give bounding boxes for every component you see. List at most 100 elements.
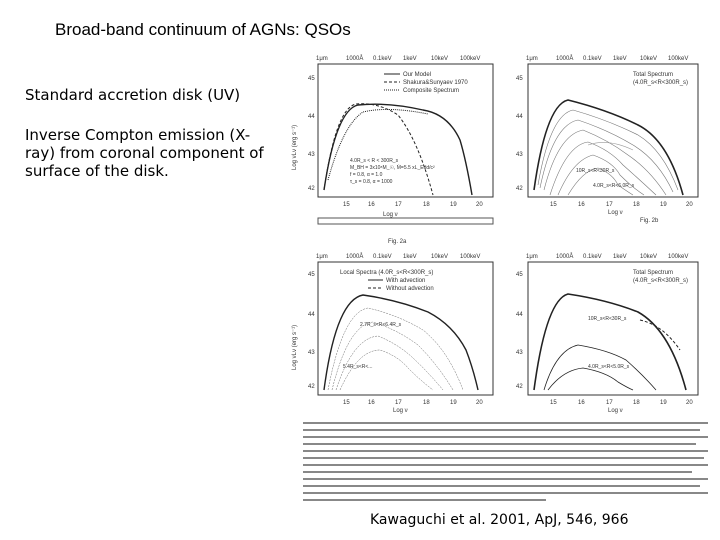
top-tick: 1μm bbox=[526, 56, 538, 62]
panel-c: 1μm 1000Å 0.1keV 1keV 10keV 100keV Log ν… bbox=[292, 253, 494, 414]
annotation: 10R_s<R<30R_s bbox=[576, 168, 615, 174]
x-tick: 16 bbox=[368, 400, 375, 406]
top-tick: 1000Å bbox=[556, 55, 573, 62]
x-label: Log ν bbox=[383, 212, 398, 218]
annotation: 10R_s<R<30R_s bbox=[588, 316, 627, 322]
top-tick: 10keV bbox=[431, 56, 448, 62]
top-tick: 1000Å bbox=[556, 253, 573, 260]
legend-item: (4.0R_s<R<300R_s) bbox=[633, 80, 688, 86]
top-tick: 1keV bbox=[403, 254, 417, 260]
x-tick: 20 bbox=[686, 202, 693, 208]
top-tick: 10keV bbox=[640, 56, 657, 62]
top-tick: 100keV bbox=[668, 56, 688, 62]
panel-d: 1μm 1000Å 0.1keV 1keV 10keV 100keV 45 44… bbox=[516, 253, 699, 414]
x-tick: 19 bbox=[660, 400, 667, 406]
x-tick: 17 bbox=[606, 202, 613, 208]
x-label: Log ν bbox=[608, 210, 623, 216]
legend-item: Total Spectrum bbox=[633, 270, 673, 276]
top-tick: 1μm bbox=[526, 254, 538, 260]
annotation: 5.4R_s<R<... bbox=[343, 364, 372, 370]
legend-item: Our Model bbox=[403, 72, 431, 78]
bullet-disk: Standard accretion disk (UV) bbox=[25, 86, 241, 104]
y-tick: 43 bbox=[516, 152, 523, 158]
x-tick: 20 bbox=[476, 202, 483, 208]
citation: Kawaguchi et al. 2001, ApJ, 546, 966 bbox=[370, 512, 629, 528]
x-tick: 16 bbox=[578, 202, 585, 208]
y-tick: 45 bbox=[308, 76, 315, 82]
top-tick: 0.1keV bbox=[583, 56, 602, 62]
top-tick: 100keV bbox=[668, 254, 688, 260]
top-tick: 1keV bbox=[613, 254, 627, 260]
y-tick: 44 bbox=[516, 114, 523, 120]
x-tick: 19 bbox=[660, 202, 667, 208]
top-tick: 100keV bbox=[460, 56, 480, 62]
y-tick: 44 bbox=[308, 114, 315, 120]
x-tick: 16 bbox=[368, 202, 375, 208]
x-tick: 16 bbox=[578, 400, 585, 406]
x-tick: 19 bbox=[450, 400, 457, 406]
top-tick: 1keV bbox=[403, 56, 417, 62]
annotation: 4.0R_s<R<5.0R_s bbox=[588, 364, 630, 370]
x-tick: 17 bbox=[606, 400, 613, 406]
top-tick: 1000Å bbox=[346, 253, 363, 260]
x-tick: 15 bbox=[550, 400, 557, 406]
y-tick: 45 bbox=[516, 272, 523, 278]
annotation: τ_s = 0.8, α = 1000 bbox=[350, 179, 393, 185]
y-label: Log νLν (erg s⁻¹) bbox=[292, 125, 298, 170]
y-label: Log νLν (erg s⁻¹) bbox=[292, 325, 298, 370]
legend-item: Without advection bbox=[386, 286, 434, 292]
x-tick: 17 bbox=[395, 202, 402, 208]
y-tick: 45 bbox=[308, 272, 315, 278]
y-tick: 43 bbox=[308, 350, 315, 356]
annotation: 4.0R_s<R<6.0R_s bbox=[593, 183, 635, 189]
x-tick: 15 bbox=[343, 400, 350, 406]
x-tick: 18 bbox=[423, 202, 430, 208]
y-tick: 42 bbox=[516, 384, 523, 390]
x-tick: 15 bbox=[343, 202, 350, 208]
top-tick: 0.1keV bbox=[373, 254, 392, 260]
legend-item: (4.0R_s<R<300R_s) bbox=[633, 278, 688, 284]
panel-a: 1μm 1000Å 0.1keV 1keV 10keV 100keV Log ν… bbox=[292, 55, 494, 245]
y-tick: 42 bbox=[308, 186, 315, 192]
x-tick: 20 bbox=[476, 400, 483, 406]
y-tick: 44 bbox=[308, 312, 315, 318]
x-label: Log ν bbox=[608, 408, 623, 414]
bullet-compton: Inverse Compton emission (X-ray) from co… bbox=[25, 126, 264, 180]
legend-item: Shakura&Sunyaev 1970 bbox=[403, 80, 468, 86]
y-tick: 45 bbox=[516, 76, 523, 82]
x-label: Log ν bbox=[393, 408, 408, 414]
x-tick: 18 bbox=[633, 400, 640, 406]
x-tick: 17 bbox=[395, 400, 402, 406]
top-tick: 0.1keV bbox=[583, 254, 602, 260]
y-tick: 43 bbox=[308, 152, 315, 158]
panel-b: 1μm 1000Å 0.1keV 1keV 10keV 100keV 45 44… bbox=[516, 55, 699, 224]
y-tick: 44 bbox=[516, 312, 523, 318]
top-tick: 100keV bbox=[460, 254, 480, 260]
annotation: M_BH = 3x10⁸M_☉, Ṁ=5.5 xL_Edd/c² bbox=[350, 164, 435, 171]
slide-title: Broad-band continuum of AGNs: QSOs bbox=[55, 20, 351, 39]
panel-label: Fig. 2b bbox=[640, 218, 659, 224]
y-tick: 42 bbox=[308, 384, 315, 390]
legend-item: With advection bbox=[386, 278, 425, 284]
top-tick: 1000Å bbox=[346, 55, 363, 62]
top-tick: 10keV bbox=[640, 254, 657, 260]
y-tick: 43 bbox=[516, 350, 523, 356]
annotation: 2.7R_s<R<6.4R_s bbox=[360, 322, 402, 328]
y-tick: 42 bbox=[516, 186, 523, 192]
x-tick: 19 bbox=[450, 202, 457, 208]
top-tick: 0.1keV bbox=[373, 56, 392, 62]
top-tick: 1keV bbox=[613, 56, 627, 62]
x-tick: 20 bbox=[686, 400, 693, 406]
legend-item: Composite Spectrum bbox=[403, 88, 459, 94]
annotation: 4.0R_s < R < 300R_s bbox=[350, 158, 399, 164]
annotation: f = 0.8, α = 1.0 bbox=[350, 172, 383, 178]
figure-panels: 1μm 1000Å 0.1keV 1keV 10keV 100keV Log ν… bbox=[288, 50, 720, 505]
legend-item: Local Spectra (4.0R_s<R<300R_s) bbox=[340, 270, 433, 276]
x-tick: 18 bbox=[423, 400, 430, 406]
top-tick: 1μm bbox=[316, 254, 328, 260]
top-tick: 1μm bbox=[316, 56, 328, 62]
panel-label: Fig. 2a bbox=[388, 239, 407, 245]
top-tick: 10keV bbox=[431, 254, 448, 260]
legend-item: Total Spectrum bbox=[633, 72, 673, 78]
x-tick: 18 bbox=[633, 202, 640, 208]
